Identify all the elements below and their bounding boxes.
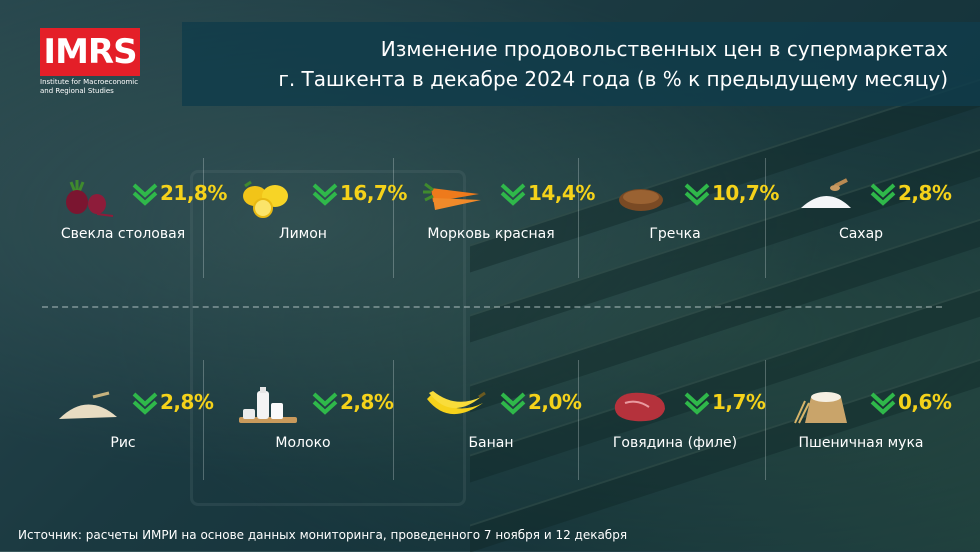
column-divider xyxy=(203,158,204,278)
down-arrow-icon xyxy=(500,392,526,415)
price-change-value: 21,8% xyxy=(160,181,227,205)
carrot-icon xyxy=(423,182,481,210)
price-change-value: 2,8% xyxy=(340,390,394,414)
item-sugar: 2,8% Сахар xyxy=(766,178,956,268)
product-name: Пшеничная мука xyxy=(798,435,924,451)
product-name: Рис xyxy=(110,435,136,451)
product-name: Морковь красная xyxy=(427,226,555,242)
column-divider xyxy=(578,158,579,278)
shopping-cart-shape xyxy=(190,170,466,506)
product-name: Молоко xyxy=(275,435,331,451)
rice-icon xyxy=(59,391,117,419)
product-name: Свекла столовая xyxy=(60,226,186,242)
beet-icon xyxy=(66,180,114,217)
product-name: Лимон xyxy=(279,226,327,242)
price-change-value: 1,7% xyxy=(712,390,766,414)
item-rice: 2,8% Рис xyxy=(28,387,218,477)
item-beet: 21,8% Свекла столовая xyxy=(28,178,227,268)
column-divider xyxy=(765,360,766,480)
product-name: Говядина (филе) xyxy=(612,435,738,451)
source-note: Источник: расчеты ИМРИ на основе данных … xyxy=(18,528,628,542)
item-milk: 2,8% Молоко xyxy=(208,387,398,477)
down-arrow-icon xyxy=(870,183,896,206)
price-change-value: 10,7% xyxy=(712,181,779,205)
header-bar xyxy=(182,22,980,106)
down-arrow-icon xyxy=(312,183,338,206)
milk-icon xyxy=(239,387,297,423)
price-change-value: 2,0% xyxy=(528,390,582,414)
column-divider xyxy=(765,158,766,278)
row-divider xyxy=(42,306,942,308)
buckwheat-icon xyxy=(619,189,663,211)
item-beef: 1,7% Говядина (филе) xyxy=(580,387,770,477)
logo-subtitle-line1: Institute for Macroeconomic xyxy=(40,78,139,86)
product-name: Банан xyxy=(468,435,514,451)
product-name: Сахар xyxy=(838,226,884,242)
imrs-logo: IMRS Institute for Macroeconomic and Reg… xyxy=(40,28,140,98)
down-arrow-icon xyxy=(132,392,158,415)
column-divider xyxy=(578,360,579,480)
down-arrow-icon xyxy=(684,183,710,206)
logo-subtitle-line2: and Regional Studies xyxy=(40,87,114,95)
flour-icon xyxy=(794,392,847,424)
item-lemon: 16,7% Лимон xyxy=(208,178,407,268)
banana-icon xyxy=(427,391,486,415)
down-arrow-icon xyxy=(312,392,338,415)
down-arrow-icon xyxy=(132,183,158,206)
item-buckwheat: 10,7% Гречка xyxy=(580,178,779,268)
item-flour: 0,6% Пшеничная мука xyxy=(766,387,956,477)
down-arrow-icon xyxy=(870,392,896,415)
price-change-value: 16,7% xyxy=(340,181,407,205)
header-band xyxy=(0,22,980,106)
page-title: Изменение продовольственных цен в суперм… xyxy=(228,34,948,94)
down-arrow-icon xyxy=(684,392,710,415)
price-change-value: 0,6% xyxy=(898,390,952,414)
price-change-value: 2,8% xyxy=(160,390,214,414)
logo-text: IMRS xyxy=(40,28,140,76)
column-divider xyxy=(203,360,204,480)
sugar-icon xyxy=(801,178,851,208)
down-arrow-icon xyxy=(500,183,526,206)
beef-icon xyxy=(614,392,665,422)
column-divider xyxy=(393,360,394,480)
title-line1: Изменение продовольственных цен в суперм… xyxy=(380,37,948,61)
product-name: Гречка xyxy=(649,226,701,242)
item-banana: 2,0% Банан xyxy=(396,387,586,477)
title-line2: г. Ташкента в декабре 2024 года (в % к п… xyxy=(278,67,948,91)
lemon-icon xyxy=(243,180,288,218)
item-carrot: 14,4% Морковь красная xyxy=(396,178,595,268)
price-change-value: 14,4% xyxy=(528,181,595,205)
column-divider xyxy=(393,158,394,278)
logo-subtitle: Institute for Macroeconomic and Regional… xyxy=(40,78,170,96)
price-change-value: 2,8% xyxy=(898,181,952,205)
